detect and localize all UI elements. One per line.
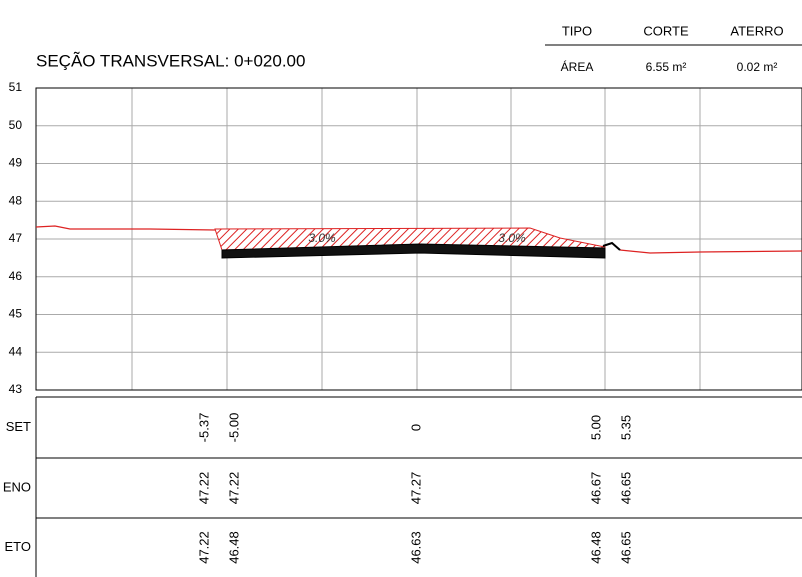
- row-value: 5.35: [618, 415, 633, 440]
- terrain-right: [619, 249, 802, 254]
- row-value: 0: [408, 424, 423, 431]
- area-cell: ÁREA: [561, 59, 594, 74]
- y-label: 45: [9, 307, 23, 321]
- row-value: 46.48: [226, 531, 241, 564]
- row-value: -5.00: [226, 413, 241, 443]
- row-value: 46.65: [618, 531, 633, 564]
- row-value: 47.22: [196, 472, 211, 505]
- header-column: ATERRO: [730, 23, 783, 38]
- y-label: 51: [9, 80, 23, 94]
- row-value: 47.27: [408, 472, 423, 505]
- row-value: 47.22: [196, 531, 211, 564]
- row-value: 46.67: [588, 472, 603, 505]
- y-label: 50: [9, 118, 23, 132]
- row-label: ETO: [5, 539, 32, 554]
- shoulder: [602, 241, 621, 251]
- row-value: 46.65: [618, 472, 633, 505]
- y-label: 44: [9, 344, 23, 358]
- y-label: 47: [9, 231, 23, 245]
- section-title: SEÇÃO TRANSVERSAL: 0+020.00: [36, 51, 305, 70]
- slope-label: 3.0%: [498, 231, 526, 245]
- y-label: 43: [9, 382, 23, 396]
- area-cell: 6.55 m²: [646, 60, 687, 74]
- row-value: -5.37: [196, 413, 211, 443]
- row-value: 46.48: [588, 531, 603, 564]
- y-label: 49: [9, 156, 23, 170]
- row-value: 5.00: [588, 415, 603, 440]
- terrain-left: [35, 225, 216, 231]
- row-label: SET: [6, 419, 31, 434]
- area-cell: 0.02 m²: [737, 60, 778, 74]
- header-column: TIPO: [562, 23, 592, 38]
- row-value: 46.63: [408, 531, 423, 564]
- data-table: SET -5.37 -5.00 0 5.00 5.35 ENO 47.22 47.22 47.27…: [3, 396, 802, 577]
- plot-frame: [35, 87, 802, 391]
- slope-label: 3.0%: [308, 231, 336, 245]
- y-label: 46: [9, 269, 23, 283]
- pavement: [221, 243, 606, 259]
- y-label: 48: [9, 193, 23, 207]
- header-column: CORTE: [643, 23, 689, 38]
- row-label: ENO: [3, 479, 31, 494]
- row-value: 47.22: [226, 472, 241, 505]
